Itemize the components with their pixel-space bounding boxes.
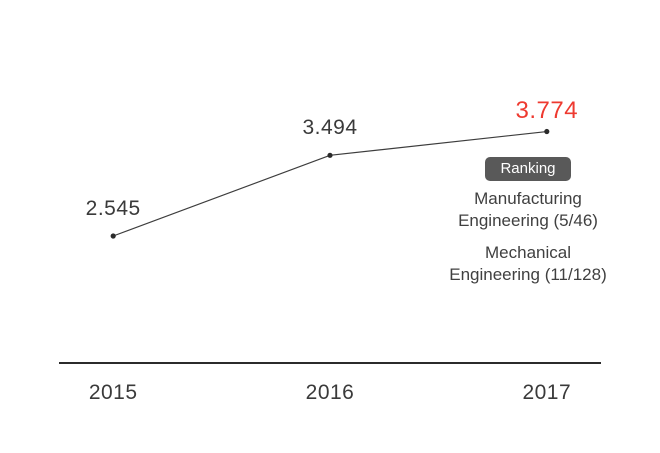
ranking-entry-manufacturing: Manufacturing Engineering (5/46) bbox=[458, 189, 598, 230]
data-point bbox=[544, 128, 550, 135]
x-tick-label-2015: 2015 bbox=[88, 381, 138, 404]
x-tick-label-2017: 2017 bbox=[522, 381, 572, 404]
value-label: 3.494 bbox=[302, 116, 358, 140]
data-point bbox=[110, 233, 116, 239]
x-tick-label-2016: 2016 bbox=[305, 381, 355, 404]
x-axis-line bbox=[59, 362, 601, 364]
value-label: 2.545 bbox=[85, 197, 141, 220]
ranking-annotation: Ranking Manufacturing Engineering (5/46)… bbox=[442, 157, 614, 286]
ranking-entry-mechanical: Mechanical Engineering (11/128) bbox=[449, 243, 607, 284]
ranking-badge: Ranking bbox=[485, 157, 571, 181]
data-point bbox=[327, 152, 333, 158]
value-label-highlight: 3.774 bbox=[515, 96, 579, 124]
